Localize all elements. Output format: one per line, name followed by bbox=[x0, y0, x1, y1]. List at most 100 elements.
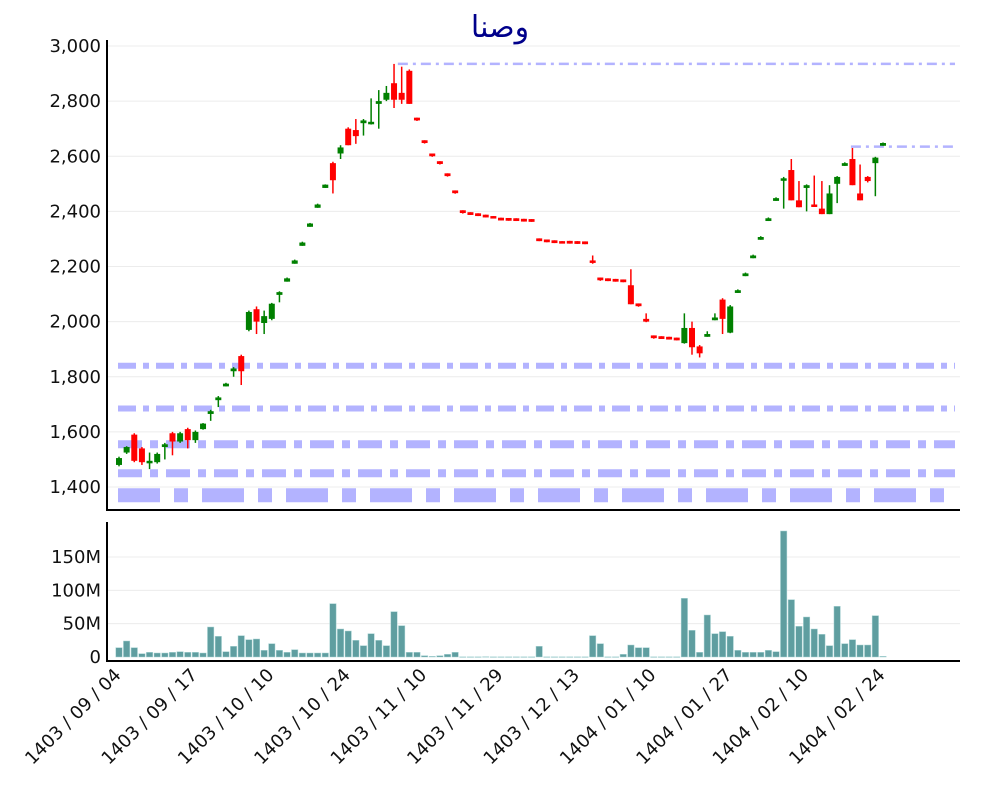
candle bbox=[734, 289, 741, 293]
candle bbox=[803, 184, 810, 212]
candle-body bbox=[559, 241, 566, 244]
volume-bars bbox=[115, 530, 887, 658]
candle bbox=[498, 217, 504, 221]
volume-bar bbox=[123, 640, 131, 658]
volume-bar bbox=[230, 646, 238, 658]
volume-bar bbox=[398, 625, 406, 658]
candle bbox=[177, 431, 184, 443]
volume-bar bbox=[444, 654, 451, 658]
candle-body bbox=[368, 121, 375, 125]
candle bbox=[337, 145, 344, 160]
volume-bar bbox=[665, 656, 673, 658]
volume-bar bbox=[451, 652, 459, 658]
candle bbox=[383, 85, 390, 102]
candle bbox=[604, 278, 611, 282]
candle-body bbox=[421, 140, 428, 144]
volume-bar bbox=[871, 615, 879, 658]
candle bbox=[253, 306, 260, 335]
volume-bar bbox=[153, 652, 161, 658]
candle bbox=[368, 98, 375, 125]
candle-body bbox=[681, 327, 688, 344]
candle-body bbox=[467, 212, 474, 215]
candle bbox=[589, 255, 596, 264]
candle-body bbox=[803, 185, 810, 188]
volume-bar bbox=[413, 652, 421, 658]
candle bbox=[475, 213, 482, 217]
candle-body bbox=[635, 303, 642, 307]
candlesticks bbox=[116, 63, 886, 470]
candle-body bbox=[750, 255, 757, 259]
volume-bar bbox=[772, 651, 780, 658]
volume-bar bbox=[749, 652, 757, 658]
candle bbox=[207, 409, 214, 421]
candle bbox=[146, 452, 153, 470]
volume-bar bbox=[803, 616, 811, 658]
volume-bar bbox=[375, 640, 383, 658]
volume-bar bbox=[275, 650, 283, 658]
volume-bar bbox=[566, 656, 574, 658]
candle bbox=[857, 164, 864, 201]
candle bbox=[184, 427, 191, 449]
volume-bar bbox=[497, 656, 505, 658]
candle bbox=[444, 173, 451, 177]
volume-bar bbox=[169, 652, 176, 658]
volume-bar bbox=[528, 656, 536, 658]
candle-body bbox=[245, 311, 252, 330]
price-tick-label: 2,800 bbox=[49, 91, 101, 112]
volume-bar bbox=[405, 652, 413, 658]
volume-bar bbox=[856, 644, 864, 658]
candle bbox=[704, 331, 711, 337]
volume-bar bbox=[726, 636, 734, 658]
volume-bar bbox=[757, 652, 765, 658]
volume-bar bbox=[505, 656, 513, 658]
candle bbox=[284, 277, 291, 282]
candle-body bbox=[192, 431, 199, 441]
candle bbox=[238, 354, 245, 386]
candle bbox=[566, 240, 573, 244]
volume-bar bbox=[879, 656, 887, 658]
candle bbox=[413, 117, 420, 121]
volume-bar bbox=[390, 611, 398, 658]
candle bbox=[650, 335, 657, 339]
candle bbox=[154, 452, 161, 464]
candle bbox=[635, 303, 642, 307]
candle-body bbox=[482, 214, 489, 218]
candle-body bbox=[207, 411, 214, 414]
price-tick-label: 1,400 bbox=[49, 477, 101, 498]
candle-body bbox=[398, 92, 405, 100]
volume-bar bbox=[810, 628, 818, 658]
volume-bar bbox=[711, 633, 719, 658]
volume-bar bbox=[703, 614, 711, 658]
volume-bar bbox=[635, 647, 642, 658]
price-tick-label: 2,200 bbox=[49, 257, 101, 278]
volume-bar bbox=[337, 628, 345, 658]
candle-body bbox=[536, 238, 543, 242]
candle bbox=[681, 313, 688, 344]
candle bbox=[421, 140, 428, 144]
candle bbox=[406, 69, 413, 104]
candle bbox=[673, 337, 680, 341]
candle bbox=[582, 241, 589, 245]
candle bbox=[505, 217, 512, 221]
candle-body bbox=[597, 277, 604, 281]
candle bbox=[834, 176, 841, 204]
candle-body bbox=[795, 200, 802, 208]
candle bbox=[314, 203, 321, 208]
volume-bar bbox=[421, 655, 429, 658]
candle-body bbox=[520, 218, 527, 222]
candle-body bbox=[184, 429, 191, 441]
candle-body bbox=[841, 163, 848, 166]
candle-body bbox=[543, 239, 550, 243]
candle bbox=[551, 240, 558, 244]
volume-bar bbox=[466, 656, 474, 658]
candle bbox=[513, 218, 520, 222]
candle-body bbox=[857, 193, 864, 201]
candle bbox=[658, 336, 665, 339]
price-tick-label: 2,400 bbox=[49, 201, 101, 222]
volume-bar bbox=[291, 649, 299, 658]
candle-body bbox=[391, 83, 398, 100]
volume-bar bbox=[818, 634, 826, 658]
candle-body bbox=[620, 279, 627, 283]
candle bbox=[643, 313, 650, 323]
candle-body bbox=[337, 147, 344, 154]
